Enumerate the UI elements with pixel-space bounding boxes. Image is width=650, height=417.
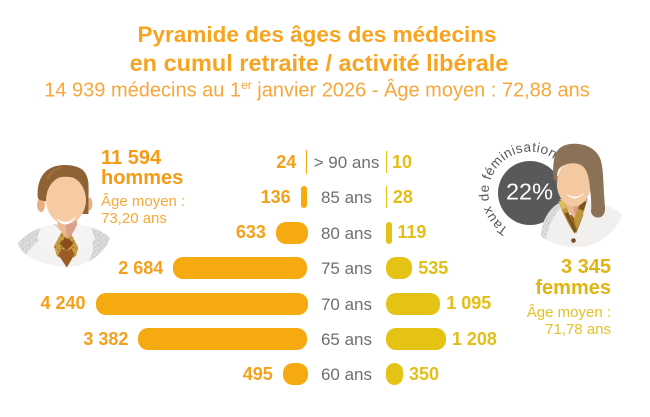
svg-text:22%: 22% bbox=[506, 179, 553, 205]
